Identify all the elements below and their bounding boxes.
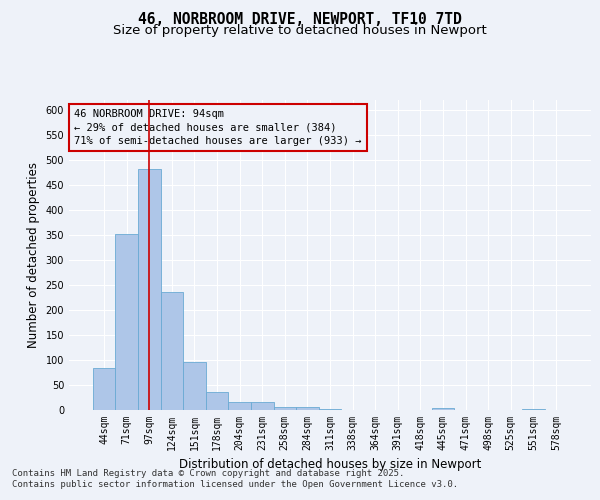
Bar <box>431 408 454 410</box>
Bar <box>206 392 229 410</box>
Bar <box>229 402 251 410</box>
Text: 46 NORBROOM DRIVE: 94sqm
← 29% of detached houses are smaller (384)
71% of semi-: 46 NORBROOM DRIVE: 94sqm ← 29% of detach… <box>74 110 362 146</box>
Bar <box>138 169 161 410</box>
Text: Size of property relative to detached houses in Newport: Size of property relative to detached ho… <box>113 24 487 37</box>
Bar <box>319 408 341 410</box>
X-axis label: Distribution of detached houses by size in Newport: Distribution of detached houses by size … <box>179 458 481 471</box>
Bar <box>93 368 115 410</box>
Bar <box>274 407 296 410</box>
Text: Contains HM Land Registry data © Crown copyright and database right 2025.: Contains HM Land Registry data © Crown c… <box>12 468 404 477</box>
Bar <box>115 234 138 410</box>
Bar <box>522 409 545 410</box>
Bar <box>183 362 206 410</box>
Text: 46, NORBROOM DRIVE, NEWPORT, TF10 7TD: 46, NORBROOM DRIVE, NEWPORT, TF10 7TD <box>138 12 462 28</box>
Bar <box>161 292 183 410</box>
Bar <box>296 407 319 410</box>
Text: Contains public sector information licensed under the Open Government Licence v3: Contains public sector information licen… <box>12 480 458 489</box>
Y-axis label: Number of detached properties: Number of detached properties <box>27 162 40 348</box>
Bar <box>251 402 274 410</box>
